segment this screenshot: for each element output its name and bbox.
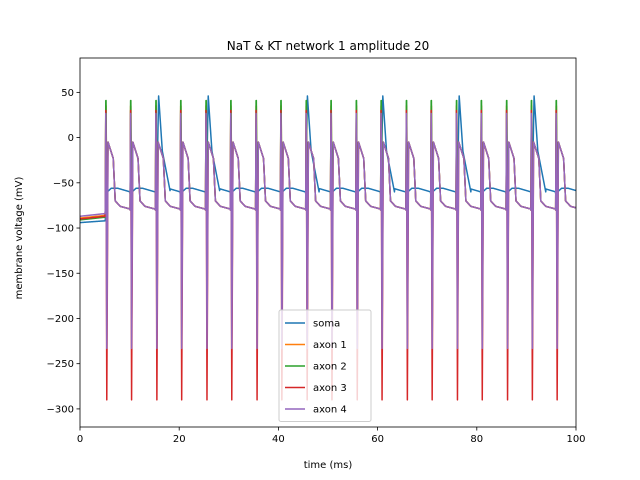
y-tick-label: −150 [47,269,74,280]
series-line-soma [80,95,576,224]
y-tick-label: −300 [47,404,74,415]
legend-label: axon 2 [313,362,347,373]
legend-box [278,309,372,422]
y-tick-label: 0 [68,133,74,144]
y-tick-label: −100 [47,224,74,235]
legend-label: axon 3 [313,383,347,394]
y-tick-label: −50 [53,178,74,189]
y-tick-label: −250 [47,359,74,370]
legend: soma axon 1 axon 2 axon 3 axon 4 [278,309,372,422]
plot-frame [79,57,577,428]
legend-label: axon 1 [313,340,347,351]
legend-label: axon 4 [313,405,347,416]
x-axis-title: time (ms) [304,460,353,471]
series-line-axon-4 [80,112,576,350]
y-tick-label: −200 [47,314,74,325]
y-axis-title: membrane voltage (mV) [14,176,25,299]
x-tick-label: 100 [566,434,585,445]
y-tick-label: 50 [61,88,74,99]
x-tick-label: 20 [173,434,186,445]
chart-title: NaT & KT network 1 amplitude 20 [227,39,429,53]
legend-label: soma [313,319,340,330]
x-tick-label: 0 [77,434,83,445]
x-tick-label: 60 [371,434,384,445]
x-tick-label: 40 [272,434,285,445]
x-tick-label: 80 [470,434,483,445]
